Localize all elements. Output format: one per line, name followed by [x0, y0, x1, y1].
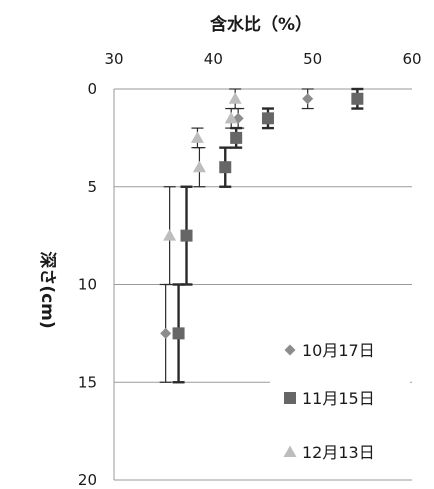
marker-s1-p4: [180, 229, 193, 242]
marker-s0-p0: [302, 93, 314, 105]
legend-marker-2: [283, 445, 297, 457]
marker-s1-p2: [230, 131, 243, 144]
x-axis-title: 含水比（%）: [210, 14, 312, 35]
x-tick-label-2: 50: [303, 50, 322, 68]
legend-marker-1: [284, 392, 296, 404]
legend-marker-0: [284, 344, 296, 356]
legend: 10月17日 11月15日 12月13日: [283, 341, 375, 462]
marker-s1-p5: [172, 327, 185, 340]
marker-s1-p3: [219, 161, 232, 174]
error-bars: [159, 87, 364, 384]
x-tick-label-0: 30: [104, 50, 123, 68]
marker-s1-p1: [261, 112, 274, 125]
marker-s2-p3: [192, 160, 206, 173]
legend-label-0: 10月17日: [302, 341, 375, 360]
y-tick-label-2: 10: [78, 276, 97, 294]
legend-label-1: 11月15日: [302, 389, 375, 408]
y-tick-label-1: 5: [87, 178, 97, 196]
marker-s2-p1: [224, 111, 238, 124]
marker-s2-p2: [190, 131, 204, 143]
tick-labels: 30 40 50 60 0 5 10 15 20: [78, 50, 422, 489]
legend-label-2: 12月13日: [302, 443, 375, 462]
y-tick-label-3: 15: [78, 373, 97, 391]
marker-s0-p2: [160, 327, 172, 339]
marker-s2-p0: [228, 92, 242, 104]
x-tick-label-3: 60: [402, 50, 421, 68]
marker-s2-p4: [163, 229, 177, 241]
x-tick-label-1: 40: [204, 50, 223, 68]
marker-s1-p0: [351, 92, 364, 105]
y-tick-label-4: 20: [78, 471, 97, 489]
y-tick-label-0: 0: [87, 80, 97, 98]
markers: [160, 92, 364, 340]
y-axis-title: 深さ(cm): [37, 251, 58, 328]
